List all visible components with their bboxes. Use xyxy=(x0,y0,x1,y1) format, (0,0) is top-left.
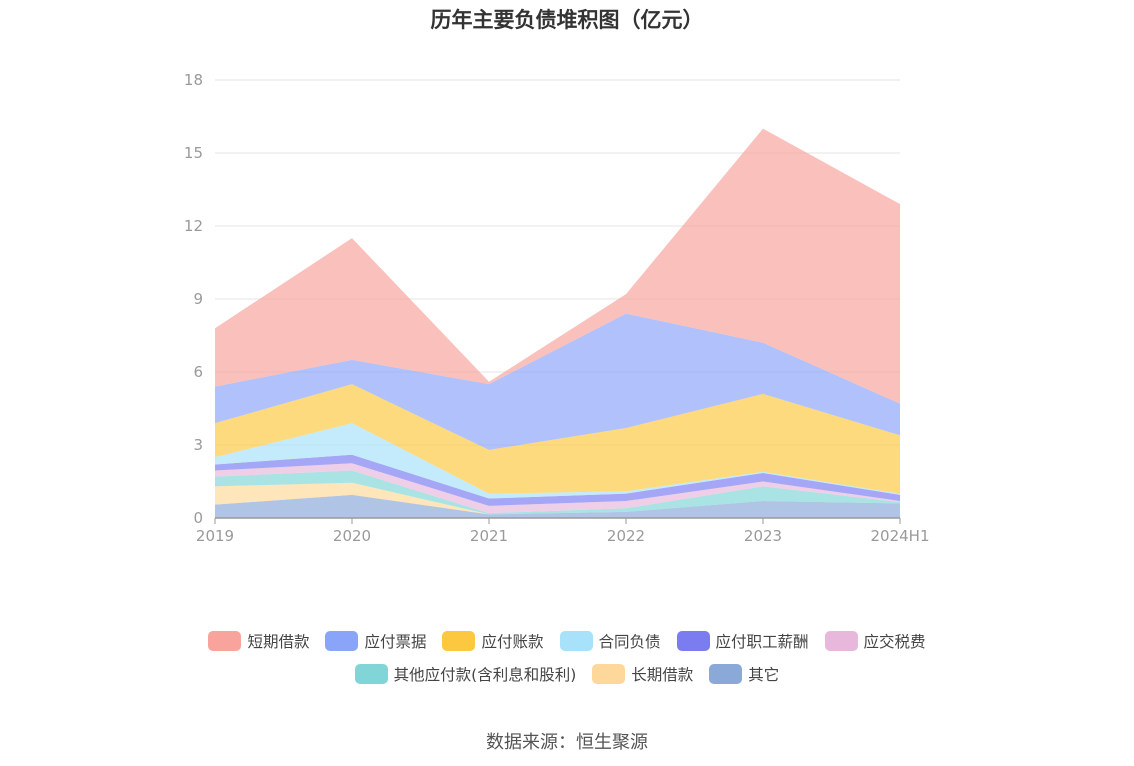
legend-label: 长期借款 xyxy=(631,666,694,684)
legend-item[interactable]: 短期借款 xyxy=(208,630,309,652)
legend-item[interactable]: 应交税费 xyxy=(824,630,926,652)
legend-label: 应付职工薪酬 xyxy=(715,633,809,651)
area-应付职工薪酬 xyxy=(215,454,900,506)
legend-swatch xyxy=(592,664,626,684)
x-tick-label: 2024H1 xyxy=(871,527,930,545)
area-长期借款 xyxy=(215,482,900,515)
legend-item[interactable]: 应付账款 xyxy=(442,630,544,652)
legend-item[interactable]: 长期借款 xyxy=(592,663,693,685)
legend-row: 其他应付款(含利息和股利) 长期借款 其它 xyxy=(0,663,1134,685)
legend-item[interactable]: 应付职工薪酬 xyxy=(676,630,809,652)
legend-swatch xyxy=(676,631,710,651)
area-应交税费 xyxy=(215,463,900,514)
chart-title: 历年主要负债堆积图（亿元） xyxy=(430,8,704,32)
legend-label: 应付票据 xyxy=(364,633,427,651)
x-tick-label: 2023 xyxy=(744,527,782,545)
x-tick-label: 2022 xyxy=(607,527,645,545)
x-tick-label: 2020 xyxy=(333,527,371,545)
y-tick-label: 3 xyxy=(193,436,203,454)
y-tick-label: 9 xyxy=(193,290,203,308)
legend-label: 其他应付款(含利息和股利) xyxy=(393,666,577,684)
legend: 短期借款 应付票据 应付账款 合同负债 应付职工薪酬 应交税费 其他应付款(含利息和股利)… xyxy=(0,630,1134,696)
area-series xyxy=(215,128,900,518)
area-其它 xyxy=(215,494,900,518)
y-tick-label: 15 xyxy=(184,144,203,162)
legend-label: 应交税费 xyxy=(863,633,926,651)
legend-swatch xyxy=(442,631,476,651)
legend-swatch xyxy=(824,631,858,651)
legend-row: 短期借款 应付票据 应付账款 合同负债 应付职工薪酬 应交税费 xyxy=(0,630,1134,652)
legend-item[interactable]: 合同负债 xyxy=(559,630,661,652)
area-应付票据 xyxy=(215,313,900,450)
legend-item[interactable]: 应付票据 xyxy=(325,630,426,652)
axes: 0 3 6 9 12 15 18 2019 2020 2021 2022 2023 2024H1 xyxy=(184,71,930,545)
legend-item[interactable]: 其他应付款(含利息和股利) xyxy=(354,663,577,685)
legend-label: 应付账款 xyxy=(481,633,544,651)
area-合同负债 xyxy=(215,423,900,499)
legend-swatch xyxy=(709,664,743,684)
y-tick-label: 0 xyxy=(193,509,203,527)
legend-swatch xyxy=(559,631,593,651)
x-tick-label: 2019 xyxy=(196,527,234,545)
legend-label: 其它 xyxy=(748,666,780,684)
legend-swatch xyxy=(354,664,388,684)
y-tick-label: 6 xyxy=(193,363,203,381)
y-tick-label: 12 xyxy=(184,217,203,235)
x-tick-label: 2021 xyxy=(470,527,508,545)
legend-item[interactable]: 其它 xyxy=(709,663,779,685)
y-tick-label: 18 xyxy=(184,71,203,89)
area-其他应付款(含利息和股利) xyxy=(215,470,900,515)
legend-swatch xyxy=(208,631,242,651)
legend-label: 短期借款 xyxy=(247,633,310,651)
area-短期借款 xyxy=(215,128,900,404)
area-应付账款 xyxy=(215,384,900,494)
source-note: 数据来源：恒生聚源 xyxy=(486,732,648,753)
legend-label: 合同负债 xyxy=(598,633,661,651)
legend-swatch xyxy=(325,631,359,651)
